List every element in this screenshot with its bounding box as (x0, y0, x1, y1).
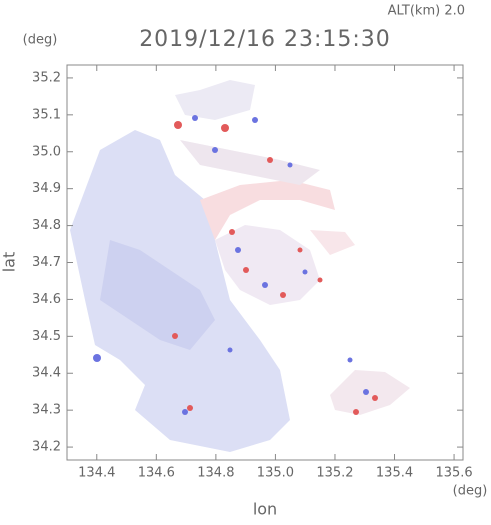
x-unit: (deg) (453, 484, 488, 499)
y-tick-label: 34.6 (32, 292, 61, 307)
x-tick-label: 135.4 (376, 466, 413, 481)
x-tick-label: 135.2 (316, 466, 353, 481)
x-tick-label: 134.8 (197, 466, 234, 481)
x-axis-label: lon (253, 500, 277, 519)
x-tick-label: 134.4 (78, 466, 115, 481)
y-axis-label: lat (0, 252, 19, 273)
y-tick-label: 35.0 (32, 144, 61, 159)
y-tick-label: 35.2 (32, 70, 61, 85)
chart-subtitle: ALT(km) 2.0 (388, 4, 465, 19)
x-tick-label: 135.0 (257, 466, 294, 481)
y-tick-label: 34.2 (32, 440, 61, 455)
y-tick-label: 34.7 (32, 255, 61, 270)
radar-field (70, 80, 410, 452)
x-tick-label: 134.6 (138, 466, 175, 481)
y-tick-label: 34.9 (32, 181, 61, 196)
y-unit: (deg) (23, 33, 58, 48)
y-tick-label: 34.3 (32, 403, 61, 418)
x-tick-label: 135.6 (435, 466, 472, 481)
y-tick-label: 35.1 (32, 107, 61, 122)
y-tick-label: 34.4 (32, 366, 61, 381)
y-tick-label: 34.5 (32, 329, 61, 344)
chart-title: 2019/12/16 23:15:30 (139, 27, 391, 52)
y-tick-label: 34.8 (32, 218, 61, 233)
